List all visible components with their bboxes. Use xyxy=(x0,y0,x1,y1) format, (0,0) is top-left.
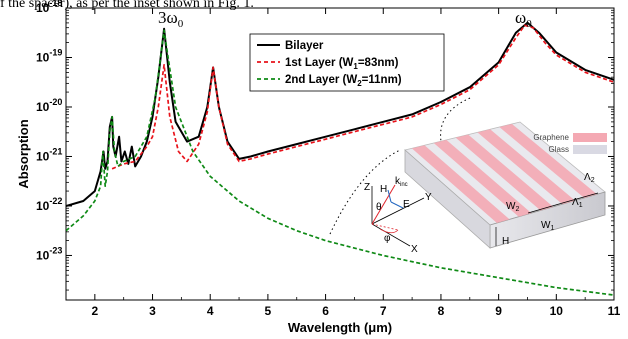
k-inc-label: kinc xyxy=(395,176,408,188)
graphene-stripe xyxy=(433,139,532,217)
graphene-stripes xyxy=(411,123,597,224)
x-tick-label: 2 xyxy=(91,304,98,318)
graphene-label: Graphene xyxy=(533,133,569,142)
axis-y-label: Y xyxy=(425,192,432,203)
x-tick-label: 4 xyxy=(207,304,214,318)
h-vector xyxy=(387,189,392,203)
x-tick-label: 6 xyxy=(322,304,329,318)
caption-fragment: f the spacer), as per the inset shown in… xyxy=(0,0,254,10)
glass-label: Glass xyxy=(549,145,569,154)
h-field-label: H xyxy=(380,184,387,195)
y-tick-label: 10-18 xyxy=(36,0,62,15)
inset-structure: Graphene Glass Z Y X H E kinc θ φ W2 W1 … xyxy=(329,97,607,255)
callout-arc-lower xyxy=(329,149,401,235)
phi-label: φ xyxy=(384,233,391,244)
y-axis-label: Absorption xyxy=(16,119,31,188)
y-tick-label: 10-21 xyxy=(36,146,62,163)
w2-label: W2 xyxy=(506,201,519,213)
projection-dash xyxy=(371,223,399,231)
x-tick-label: 8 xyxy=(438,304,445,318)
x-axis-label: Wavelength (μm) xyxy=(288,320,392,335)
x-axis-line xyxy=(371,223,411,247)
series-line-layer2 xyxy=(66,29,614,296)
lambda2-label: Λ2 xyxy=(584,172,595,184)
graphene-stripe xyxy=(411,145,510,224)
plot-frame xyxy=(65,7,615,301)
x-tick-label: 9 xyxy=(495,304,502,318)
y-tick-label: 10-22 xyxy=(36,196,62,213)
lambda1-dim-line xyxy=(565,192,599,203)
theta-label: θ xyxy=(376,202,382,213)
legend: Bilayer 1st Layer (W1=83nm) 2nd Layer (W… xyxy=(249,33,445,92)
legend-label-layer1: 1st Layer (W1=83nm) xyxy=(285,57,399,71)
y-ticks: 10-18 10-19 10-20 10-21 10-22 10-23 xyxy=(36,0,614,291)
glass-swatch xyxy=(573,145,607,154)
y-axis-line xyxy=(371,197,425,225)
x-tick-label: 7 xyxy=(380,304,387,318)
series-line-bilayer xyxy=(66,21,614,207)
e-field-label: E xyxy=(403,199,410,210)
graphene-stripe xyxy=(499,123,597,198)
x-ticks: 2 3 4 5 6 7 8 9 10 11 xyxy=(65,8,621,318)
x-tick-label: 5 xyxy=(265,304,272,318)
axis-x-label: X xyxy=(411,244,418,255)
k-vector xyxy=(371,184,396,225)
graphene-swatch xyxy=(573,133,607,142)
graphene-stripe xyxy=(477,129,576,205)
y-tick-label: 10-23 xyxy=(36,245,62,262)
axis-z-label: Z xyxy=(364,182,370,193)
w1-dim-line xyxy=(527,201,567,214)
annotation-w0: ω0 xyxy=(515,8,532,30)
x-axis-label-text: Wavelength (μm) xyxy=(288,320,392,335)
phi-arc xyxy=(379,228,399,234)
series-line-layer1 xyxy=(111,24,614,170)
y-tick-label: 10-19 xyxy=(36,47,62,64)
graphene-stripe xyxy=(455,134,554,211)
lambda1-label: Λ1 xyxy=(572,197,583,209)
e-vector xyxy=(390,201,404,209)
legend-label-layer2: 2nd Layer (W2=11nm) xyxy=(285,74,402,88)
legend-label-bilayer: Bilayer xyxy=(285,40,324,52)
x-tick-label: 3 xyxy=(149,304,156,318)
y-tick-label: 10-20 xyxy=(36,97,62,114)
curves xyxy=(66,21,614,296)
x-tick-label: 11 xyxy=(608,304,621,318)
height-label: H xyxy=(502,236,509,247)
glass-slab-side xyxy=(404,149,491,249)
legend-box xyxy=(249,33,445,92)
w1-label: W1 xyxy=(541,220,554,232)
annotation-3w0: 3ω0 xyxy=(158,8,184,30)
x-tick-label: 10 xyxy=(550,304,564,318)
